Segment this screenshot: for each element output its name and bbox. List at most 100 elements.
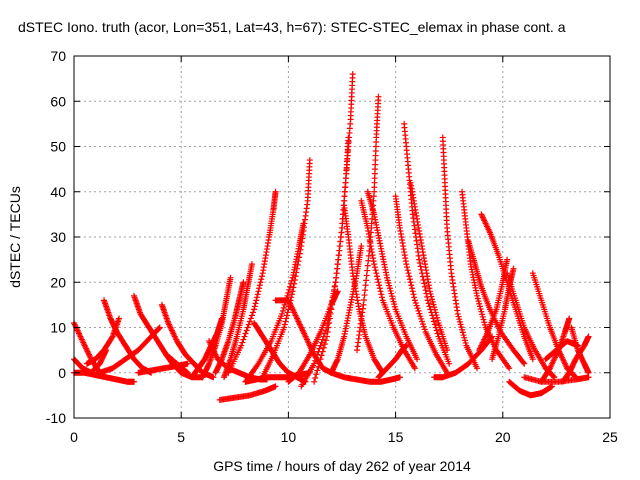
x-tick-label: 15	[388, 429, 404, 445]
data-point	[317, 356, 324, 363]
data-point	[422, 287, 429, 294]
y-tick-label: 40	[50, 184, 66, 200]
x-tick-label: 25	[602, 429, 618, 445]
data-point	[377, 288, 384, 295]
data-point	[281, 324, 288, 331]
data-point	[374, 273, 381, 280]
data-arc	[242, 220, 307, 385]
data-point	[416, 256, 423, 263]
data-point	[314, 367, 321, 374]
data-point	[375, 279, 382, 286]
y-tick-label: 60	[50, 93, 66, 109]
data-point	[424, 297, 431, 304]
data-point	[510, 265, 517, 272]
data-point	[285, 289, 292, 296]
data-point	[373, 270, 380, 277]
data-arc	[489, 265, 517, 363]
data-point	[457, 321, 464, 328]
data-point	[156, 325, 163, 332]
data-point	[431, 304, 438, 311]
data-point	[431, 318, 438, 325]
data-point	[521, 360, 528, 367]
data-point	[293, 265, 300, 272]
data-point	[321, 341, 328, 348]
data-point	[296, 250, 303, 257]
data-point	[566, 315, 573, 322]
data-point	[384, 277, 391, 284]
data-point	[281, 321, 288, 328]
data-point	[283, 312, 290, 319]
data-point	[459, 326, 466, 333]
data-point	[320, 344, 327, 351]
data-point	[331, 288, 338, 295]
data-point	[444, 347, 451, 354]
x-tick-label: 5	[177, 429, 185, 445]
data-arc	[407, 179, 451, 354]
data-point	[243, 327, 250, 334]
data-point	[476, 300, 483, 307]
data-point	[242, 330, 249, 337]
data-point	[272, 188, 279, 195]
data-point	[430, 301, 437, 308]
data-point	[406, 273, 413, 280]
data-point	[238, 342, 245, 349]
data-point	[427, 290, 434, 297]
data-point	[255, 288, 262, 295]
data-point	[316, 345, 323, 352]
data-point	[349, 71, 356, 78]
data-point	[253, 297, 260, 304]
data-point	[371, 261, 378, 268]
data-point	[246, 318, 253, 325]
data-point	[481, 321, 488, 328]
data-point	[311, 378, 318, 385]
data-point	[481, 319, 488, 326]
data-arc	[311, 71, 356, 385]
data-point	[434, 330, 441, 337]
plot-area	[71, 71, 592, 403]
data-point	[414, 356, 421, 363]
data-point	[293, 269, 300, 276]
data-arc	[83, 315, 123, 367]
chart-title: dSTEC Iono. truth (acor, Lon=351, Lat=43…	[18, 19, 566, 35]
data-point	[258, 276, 265, 283]
data-point	[278, 310, 285, 317]
data-point	[326, 319, 333, 326]
data-point	[504, 256, 511, 263]
data-point	[426, 303, 433, 310]
data-point	[409, 288, 416, 295]
data-point	[456, 316, 463, 323]
data-point	[313, 354, 320, 361]
data-point	[428, 293, 435, 300]
data-arc	[225, 188, 279, 376]
data-point	[433, 327, 440, 334]
data-point	[375, 93, 382, 100]
data-point	[420, 276, 427, 283]
data-arc	[392, 193, 451, 376]
data-point	[478, 308, 485, 315]
data-arc	[504, 270, 558, 381]
data-point	[430, 315, 437, 322]
data-point	[420, 323, 427, 330]
data-point	[251, 306, 258, 313]
data-point	[258, 273, 265, 280]
data-point	[417, 313, 424, 320]
data-point	[459, 329, 466, 336]
data-point	[290, 284, 297, 291]
data-point	[550, 373, 557, 380]
y-tick-label: 70	[50, 48, 66, 64]
data-point	[386, 285, 393, 292]
data-point	[328, 301, 335, 308]
data-point	[294, 261, 301, 268]
data-point	[475, 298, 482, 305]
data-point	[322, 337, 329, 344]
data-point	[387, 287, 394, 294]
data-point	[244, 324, 251, 331]
data-point	[314, 351, 321, 358]
data-point	[315, 363, 322, 370]
data-point	[241, 333, 248, 340]
data-point	[108, 334, 115, 341]
data-point	[280, 304, 287, 311]
data-point	[460, 332, 467, 339]
data-point	[404, 264, 411, 271]
data-point	[431, 306, 438, 313]
